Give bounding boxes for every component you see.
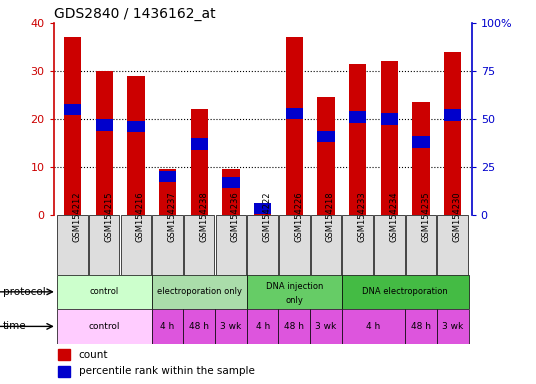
FancyBboxPatch shape: [57, 215, 88, 275]
FancyBboxPatch shape: [121, 215, 151, 275]
FancyBboxPatch shape: [310, 309, 342, 344]
Text: 48 h: 48 h: [411, 322, 431, 331]
Text: percentile rank within the sample: percentile rank within the sample: [79, 366, 255, 376]
Text: protocol: protocol: [3, 287, 46, 297]
Text: GSM154230: GSM154230: [453, 192, 461, 242]
FancyBboxPatch shape: [184, 215, 214, 275]
Text: 4 h: 4 h: [256, 322, 270, 331]
FancyBboxPatch shape: [342, 309, 405, 344]
Bar: [412, 136, 430, 148]
FancyBboxPatch shape: [374, 215, 405, 275]
FancyBboxPatch shape: [57, 275, 152, 309]
Text: time: time: [3, 321, 26, 331]
FancyBboxPatch shape: [343, 215, 373, 275]
Text: 3 wk: 3 wk: [315, 322, 337, 331]
Bar: [159, 171, 176, 182]
Text: 4 h: 4 h: [160, 322, 175, 331]
FancyBboxPatch shape: [183, 309, 215, 344]
Text: GSM154226: GSM154226: [294, 192, 303, 242]
FancyBboxPatch shape: [279, 309, 310, 344]
Text: GSM154222: GSM154222: [263, 192, 272, 242]
Bar: [222, 177, 240, 188]
Text: GSM154215: GSM154215: [105, 192, 113, 242]
Text: control: control: [88, 322, 120, 331]
Bar: [191, 138, 208, 150]
Bar: [127, 121, 145, 132]
Text: DNA injection: DNA injection: [266, 282, 323, 291]
Bar: [317, 98, 334, 215]
FancyBboxPatch shape: [215, 309, 247, 344]
Text: 48 h: 48 h: [189, 322, 209, 331]
FancyBboxPatch shape: [279, 215, 309, 275]
FancyBboxPatch shape: [152, 275, 247, 309]
FancyBboxPatch shape: [342, 275, 468, 309]
Text: control: control: [90, 287, 119, 296]
Text: GSM154235: GSM154235: [421, 192, 430, 242]
FancyBboxPatch shape: [247, 309, 279, 344]
Text: only: only: [285, 296, 303, 305]
FancyBboxPatch shape: [152, 309, 183, 344]
Bar: [254, 203, 271, 214]
Bar: [381, 61, 398, 215]
Text: GSM154234: GSM154234: [389, 192, 398, 242]
Text: GSM154216: GSM154216: [136, 192, 145, 242]
Text: count: count: [79, 349, 108, 359]
Text: GDS2840 / 1436162_at: GDS2840 / 1436162_at: [54, 7, 215, 21]
FancyBboxPatch shape: [437, 215, 468, 275]
FancyBboxPatch shape: [248, 215, 278, 275]
Bar: [412, 102, 430, 215]
Text: GSM154236: GSM154236: [231, 192, 240, 242]
Bar: [64, 38, 81, 215]
FancyBboxPatch shape: [57, 309, 152, 344]
Bar: [191, 109, 208, 215]
Text: GSM154218: GSM154218: [326, 192, 335, 242]
Text: GSM154212: GSM154212: [72, 192, 81, 242]
Bar: [58, 366, 70, 377]
Text: GSM154233: GSM154233: [358, 192, 367, 242]
FancyBboxPatch shape: [247, 275, 342, 309]
Text: GSM154237: GSM154237: [168, 192, 177, 242]
Text: electroporation only: electroporation only: [157, 287, 242, 296]
Bar: [317, 131, 334, 142]
FancyBboxPatch shape: [152, 215, 183, 275]
Bar: [286, 38, 303, 215]
Bar: [286, 108, 303, 119]
Bar: [127, 76, 145, 215]
Bar: [444, 109, 461, 121]
Bar: [381, 113, 398, 125]
FancyBboxPatch shape: [216, 215, 246, 275]
Text: GSM154238: GSM154238: [199, 192, 209, 242]
Text: 3 wk: 3 wk: [442, 322, 463, 331]
Bar: [254, 210, 271, 215]
FancyBboxPatch shape: [406, 215, 436, 275]
Text: 48 h: 48 h: [284, 322, 304, 331]
Bar: [349, 64, 367, 215]
Text: 3 wk: 3 wk: [220, 322, 242, 331]
Bar: [64, 104, 81, 115]
FancyBboxPatch shape: [405, 309, 437, 344]
Bar: [58, 349, 70, 360]
Bar: [222, 169, 240, 215]
Text: 4 h: 4 h: [367, 322, 381, 331]
Bar: [159, 169, 176, 215]
Bar: [95, 71, 113, 215]
Bar: [95, 119, 113, 131]
Bar: [444, 52, 461, 215]
FancyBboxPatch shape: [89, 215, 120, 275]
Bar: [349, 111, 367, 123]
FancyBboxPatch shape: [437, 309, 468, 344]
FancyBboxPatch shape: [311, 215, 341, 275]
Text: DNA electroporation: DNA electroporation: [362, 287, 448, 296]
